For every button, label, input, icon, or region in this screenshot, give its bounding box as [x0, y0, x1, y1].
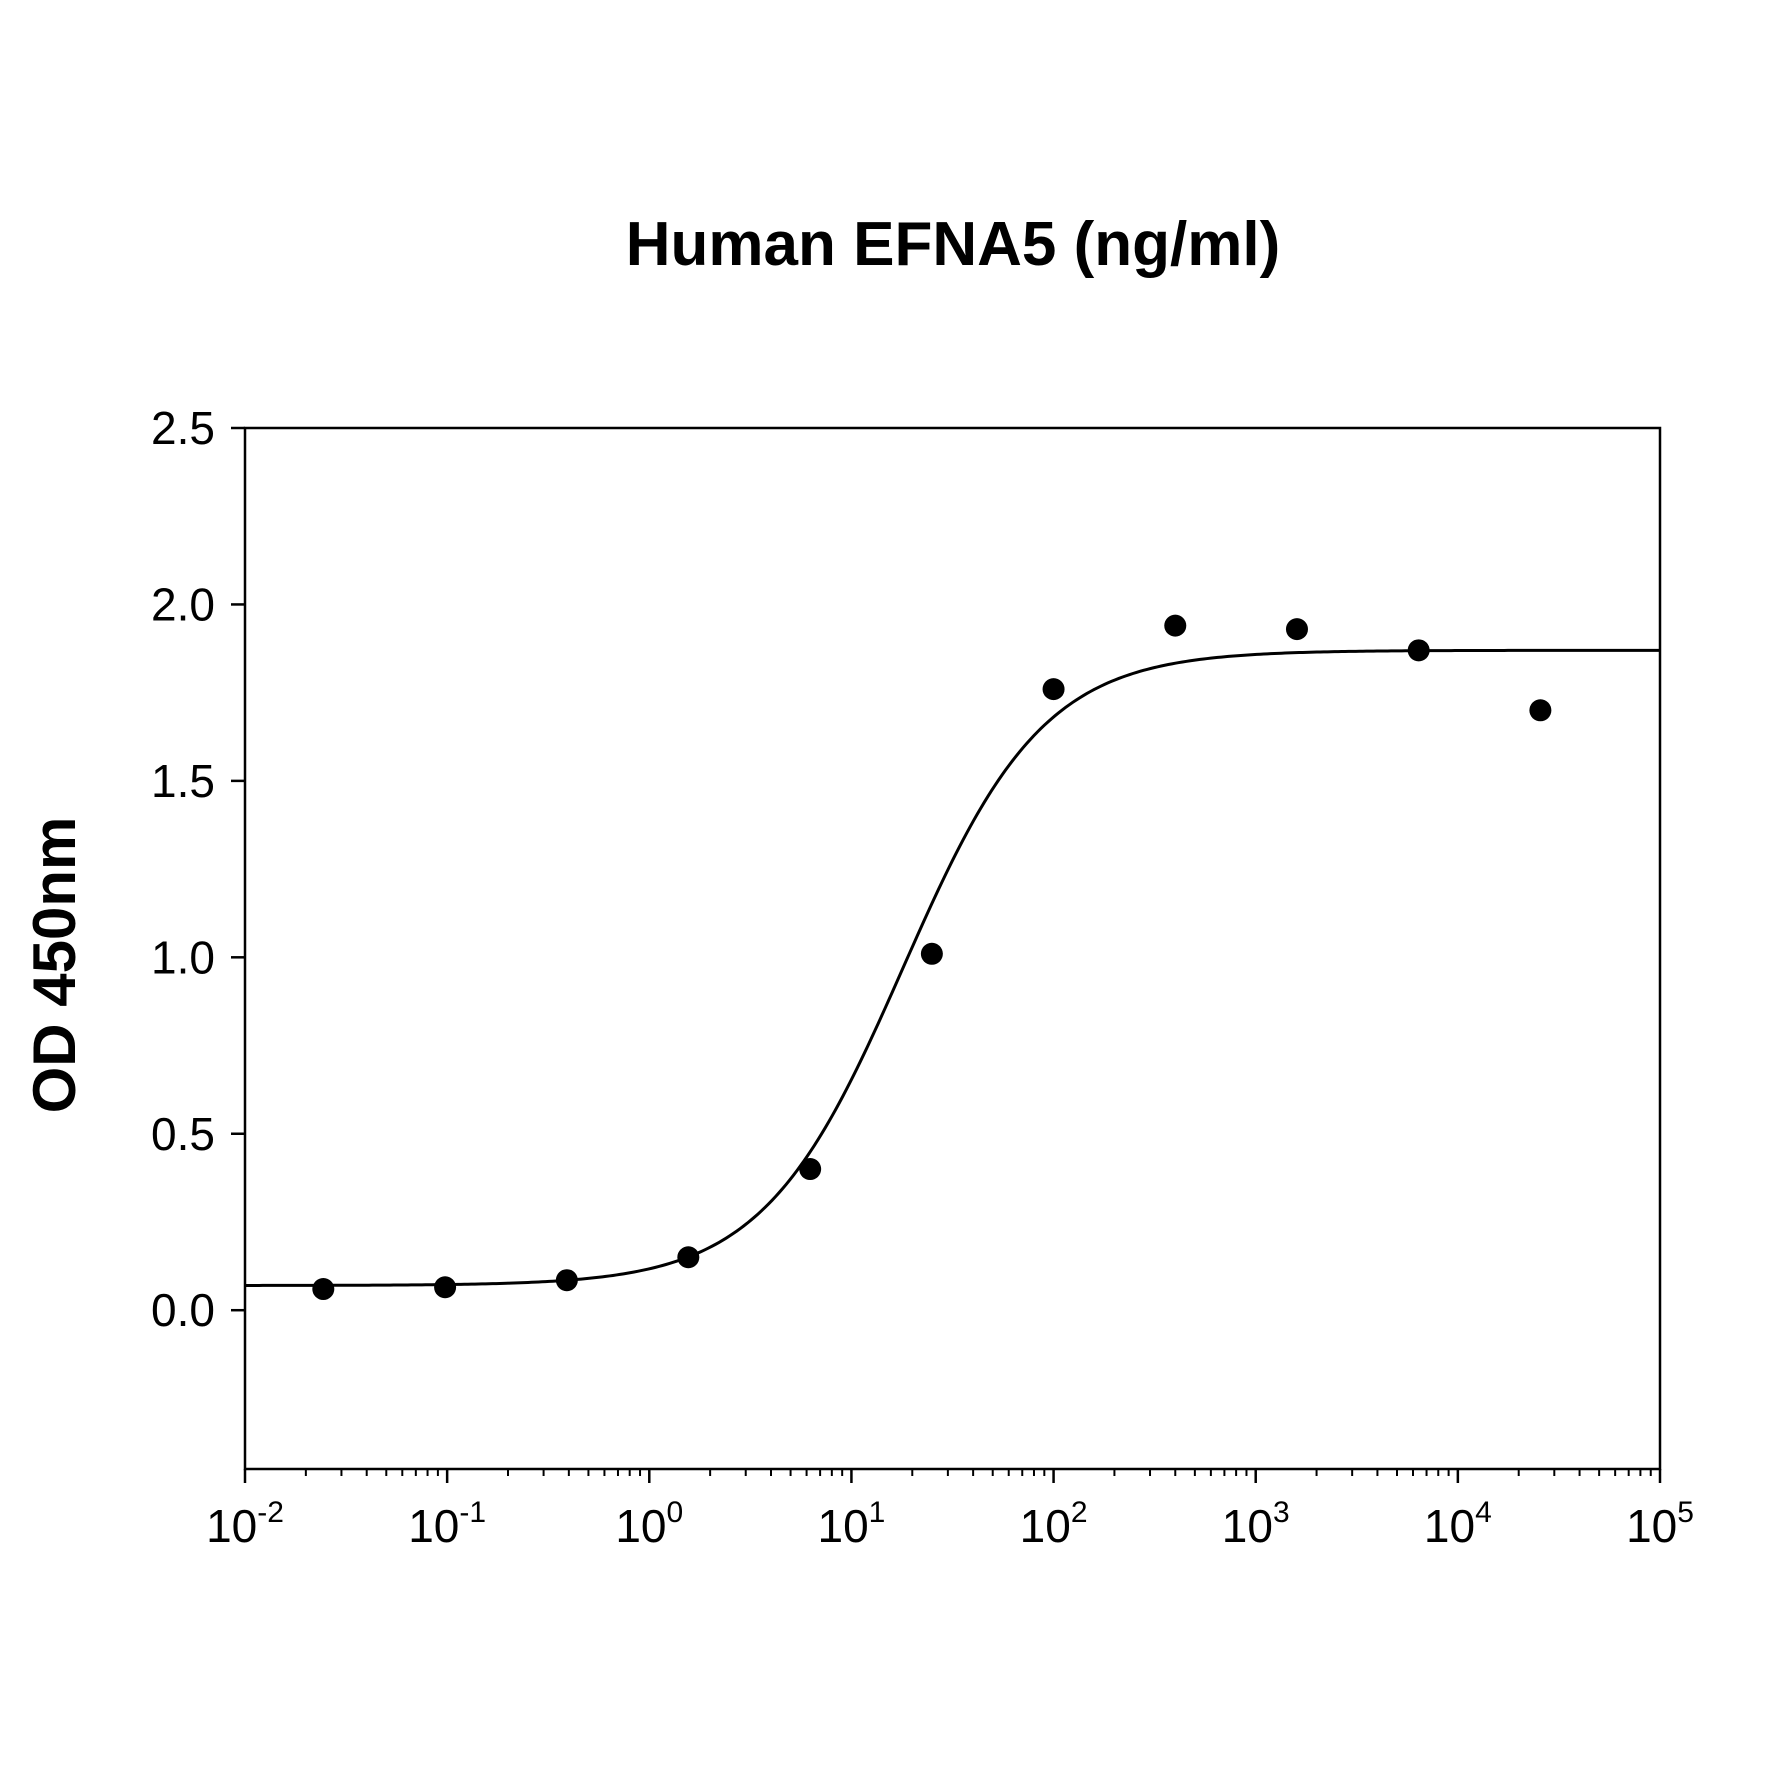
x-tick-base: 10	[1020, 1500, 1071, 1552]
x-tick-label: 104	[1424, 1496, 1492, 1552]
x-tick-label: 101	[817, 1496, 885, 1552]
x-tick-label: 102	[1020, 1496, 1088, 1552]
x-tick-exponent: 4	[1475, 1496, 1492, 1529]
x-tick-exponent: 0	[667, 1496, 684, 1529]
x-tick-exponent: 1	[869, 1496, 886, 1529]
fit-curve	[244, 648, 1660, 1287]
data-point	[1042, 678, 1065, 701]
y-tick-label: 0.0	[151, 1284, 215, 1336]
x-tick-base: 10	[817, 1500, 868, 1552]
x-tick-base: 10	[1222, 1500, 1273, 1552]
y-tick-label: 1.5	[151, 755, 215, 807]
data-point	[434, 1276, 457, 1299]
x-tick-label: 105	[1626, 1496, 1694, 1552]
x-tick-base: 10	[615, 1500, 666, 1552]
data-point	[1164, 614, 1187, 637]
x-tick-label: 100	[615, 1496, 683, 1552]
y-tick-label: 0.5	[151, 1108, 215, 1160]
x-tick-exponent: 3	[1273, 1496, 1290, 1529]
x-tick-base: 10	[1424, 1500, 1475, 1552]
x-tick-label: 10-2	[206, 1496, 284, 1552]
data-point	[1529, 699, 1552, 722]
data-point	[799, 1158, 822, 1181]
chart-title: Human EFNA5 (ng/ml)	[626, 210, 1280, 279]
y-axis-ticks: 0.0 0.5 1.0 1.5 2.0 2.5	[151, 402, 245, 1336]
x-tick-base: 10	[206, 1500, 257, 1552]
x-tick-label: 103	[1222, 1496, 1290, 1552]
x-tick-base: 10	[1626, 1500, 1677, 1552]
data-point	[920, 942, 943, 965]
data-point	[312, 1278, 335, 1301]
x-tick-label: 10-1	[408, 1496, 486, 1552]
x-axis-ticks: 10-2 10-1 100 101 102 103 104 105	[206, 1469, 1694, 1552]
data-points	[312, 614, 1552, 1301]
plot-frame	[243, 426, 1662, 1471]
x-tick-exponent: 5	[1677, 1496, 1694, 1529]
x-tick-exponent: 2	[1071, 1496, 1088, 1529]
data-point	[677, 1246, 700, 1269]
data-point	[1407, 639, 1430, 662]
x-tick-exponent: -1	[459, 1496, 486, 1529]
y-tick-label: 2.0	[151, 578, 215, 630]
data-point	[555, 1269, 578, 1292]
x-tick-base: 10	[408, 1500, 459, 1552]
x-tick-exponent: -2	[257, 1496, 284, 1529]
y-tick-label: 1.0	[151, 931, 215, 983]
data-point	[1285, 618, 1308, 641]
y-tick-label: 2.5	[151, 402, 215, 454]
y-axis-label: OD 450nm	[21, 817, 88, 1114]
